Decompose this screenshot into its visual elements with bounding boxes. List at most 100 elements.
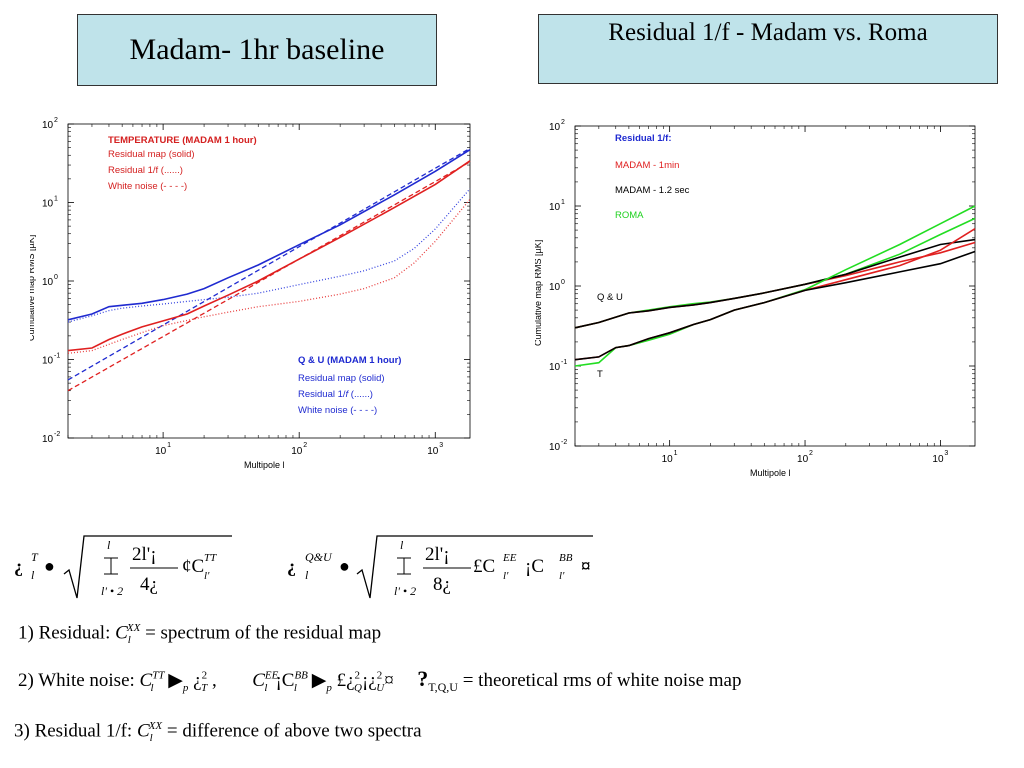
note-white-noise: 2) White noise: CTTl ▶p ¿2T , CEEl ¡CBBl …: [18, 666, 741, 695]
series-T-residual-map: [67, 160, 471, 352]
formula-temperature: ¿ T l ● l l' • 2 2l'¡ 4¿ ¢C TT l': [14, 532, 232, 602]
n3-c: C: [136, 720, 150, 742]
n2-sig1-sub: T: [201, 681, 208, 694]
n2-mid: ¡C: [275, 670, 295, 691]
note-residual-1f: 3) Residual 1/f: ClXX = difference of ab…: [14, 720, 422, 744]
f2-rhs2-sub: l': [559, 570, 565, 582]
f1-rhs: ¢C: [182, 556, 205, 577]
n2-sig1: ¿: [188, 670, 202, 691]
f1-sqrt: [63, 535, 232, 599]
n2-sub2: l: [264, 681, 268, 694]
n1-sup: XX: [126, 622, 141, 634]
legend-qu-item: White noise (- - - -): [298, 405, 377, 416]
legend-qu-item-part: (......): [348, 389, 373, 400]
n3-sup: XX: [148, 720, 163, 732]
n2-op1: ▶: [163, 670, 183, 691]
n2-comma: ,: [207, 670, 217, 691]
legend-temperature-item: White noise (- - - -): [108, 181, 187, 192]
series-T-white-noise: [67, 161, 471, 392]
f1-rhs-sup: TT: [204, 552, 217, 564]
series-T-madam---1min: [574, 228, 976, 361]
x-tick-label: 10: [662, 454, 674, 465]
legend-item: ROMA: [615, 210, 644, 221]
n2-prefix: 2) White noise:: [18, 670, 140, 691]
legend-qu-item: Residual 1/f (......): [298, 389, 373, 400]
f2-den: 8¿: [433, 574, 451, 595]
annotation-t: T: [597, 369, 603, 380]
f2-sum-top: l: [400, 538, 404, 552]
f2-rhs-sub: l': [503, 570, 509, 582]
y-tick-label: 10: [42, 434, 54, 445]
n2-sub3: l: [293, 681, 297, 694]
legend-qu-item: Residual map (solid): [298, 373, 385, 384]
x-axis-label: Multipole l: [244, 460, 285, 470]
y-tick-exp: 0: [54, 274, 58, 281]
series-QU-residual-map: [67, 149, 471, 321]
n1-prefix: 1) Residual:: [18, 622, 116, 644]
y-tick-exp: 2: [54, 117, 58, 124]
f1-eq: ●: [44, 556, 55, 576]
x-tick-label: 10: [797, 454, 809, 465]
series-QU-madam---1-2-sec: [574, 238, 976, 329]
f2-close: ¤: [581, 556, 591, 577]
x-tick-label: 10: [427, 446, 439, 457]
f2-num: 2l'¡: [425, 544, 450, 565]
n2-u-sup: 2: [376, 669, 383, 682]
y-tick-label: 10: [42, 356, 54, 367]
n2-open: £¿: [331, 670, 355, 691]
y-tick-exp: -2: [561, 439, 567, 446]
n2-sub1: l: [150, 681, 154, 694]
legend-qu-item-part: Residual 1/: [298, 389, 346, 400]
n2-sup3: BB: [294, 669, 308, 682]
annotation-qu: Q & U: [597, 292, 623, 303]
n2-sig1-sup: 2: [201, 669, 208, 682]
f1-lhs: ¿: [14, 556, 23, 576]
note-residual: 1) Residual: ClXX = spectrum of the resi…: [18, 622, 381, 646]
y-tick-exp: -2: [54, 431, 60, 438]
n2-q-sub: Q: [354, 681, 362, 694]
f2-rhs-sup: EE: [503, 552, 517, 564]
n1-sub: l: [127, 634, 131, 647]
title-left: Madam- 1hr baseline: [77, 14, 437, 86]
n2-u-sub: U: [376, 681, 385, 694]
y-tick-label: 10: [549, 202, 561, 213]
y-tick-exp: -1: [54, 353, 60, 360]
f1-lhs-sup: T: [31, 550, 38, 564]
n2-mid2: ¡¿: [361, 670, 377, 691]
title-left-text: Madam- 1hr baseline: [129, 33, 385, 66]
series-QU-roma: [574, 217, 976, 329]
f1-sum-bot: l' • 2: [101, 584, 124, 598]
n2-tqu: T,Q,U: [428, 679, 458, 694]
f2-eq: ●: [339, 556, 350, 576]
x-tick-exp: 1: [674, 450, 678, 457]
n1-text: = spectrum of the residual map: [140, 622, 382, 644]
n2-c1: C: [139, 670, 153, 691]
series-QU-madam---1min: [574, 241, 976, 329]
x-tick-label: 10: [291, 446, 303, 457]
x-tick-exp: 1: [167, 442, 171, 449]
x-tick-label: 10: [932, 454, 944, 465]
legend-qu-item-part: f: [346, 389, 350, 400]
x-tick-exp: 3: [439, 442, 443, 449]
legend-temperature-item: Residual map (solid): [108, 149, 195, 160]
y-tick-label: 10: [42, 199, 54, 210]
title-right-text: Residual 1/f - Madam vs. Roma: [608, 19, 928, 46]
f2-sum-bot: l' • 2: [394, 584, 417, 598]
legend-item: MADAM - 1min: [615, 160, 679, 171]
y-tick-exp: -1: [561, 359, 567, 366]
series-T-residual---f: [67, 198, 471, 354]
f1-sum-top: l: [107, 538, 111, 552]
series-QU-white-noise: [67, 147, 471, 381]
plot-frame: [574, 125, 976, 447]
y-tick-label: 10: [549, 442, 561, 453]
series-T-roma: [574, 205, 976, 367]
series-QU-residual---f: [67, 188, 471, 323]
title-right: Residual 1/f - Madam vs. Roma: [538, 14, 998, 84]
n2-text: = theoretical rms of white noise map: [457, 670, 742, 691]
y-tick-label: 10: [549, 282, 561, 293]
y-tick-label: 10: [549, 122, 561, 133]
n2-op2: ▶: [306, 670, 327, 691]
y-tick-exp: 1: [561, 199, 565, 206]
